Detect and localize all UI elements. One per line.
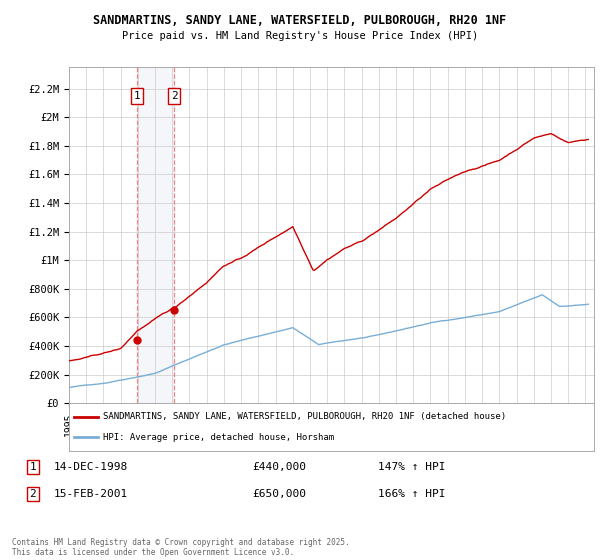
Text: HPI: Average price, detached house, Horsham: HPI: Average price, detached house, Hors… [103,433,334,442]
Text: 147% ↑ HPI: 147% ↑ HPI [378,462,445,472]
Text: 2: 2 [171,91,178,101]
Text: £440,000: £440,000 [252,462,306,472]
Text: 1: 1 [29,462,37,472]
Text: 2: 2 [29,489,37,499]
Text: 14-DEC-1998: 14-DEC-1998 [54,462,128,472]
Text: SANDMARTINS, SANDY LANE, WATERSFIELD, PULBOROUGH, RH20 1NF: SANDMARTINS, SANDY LANE, WATERSFIELD, PU… [94,14,506,27]
Text: 1: 1 [134,91,140,101]
Bar [137,67,175,403]
Text: 15-FEB-2001: 15-FEB-2001 [54,489,128,499]
Text: £650,000: £650,000 [252,489,306,499]
Text: SANDMARTINS, SANDY LANE, WATERSFIELD, PULBOROUGH, RH20 1NF (detached house): SANDMARTINS, SANDY LANE, WATERSFIELD, PU… [103,412,506,421]
Text: Contains HM Land Registry data © Crown copyright and database right 2025.
This d: Contains HM Land Registry data © Crown c… [12,538,350,557]
Text: 166% ↑ HPI: 166% ↑ HPI [378,489,445,499]
Text: Price paid vs. HM Land Registry's House Price Index (HPI): Price paid vs. HM Land Registry's House … [122,31,478,41]
